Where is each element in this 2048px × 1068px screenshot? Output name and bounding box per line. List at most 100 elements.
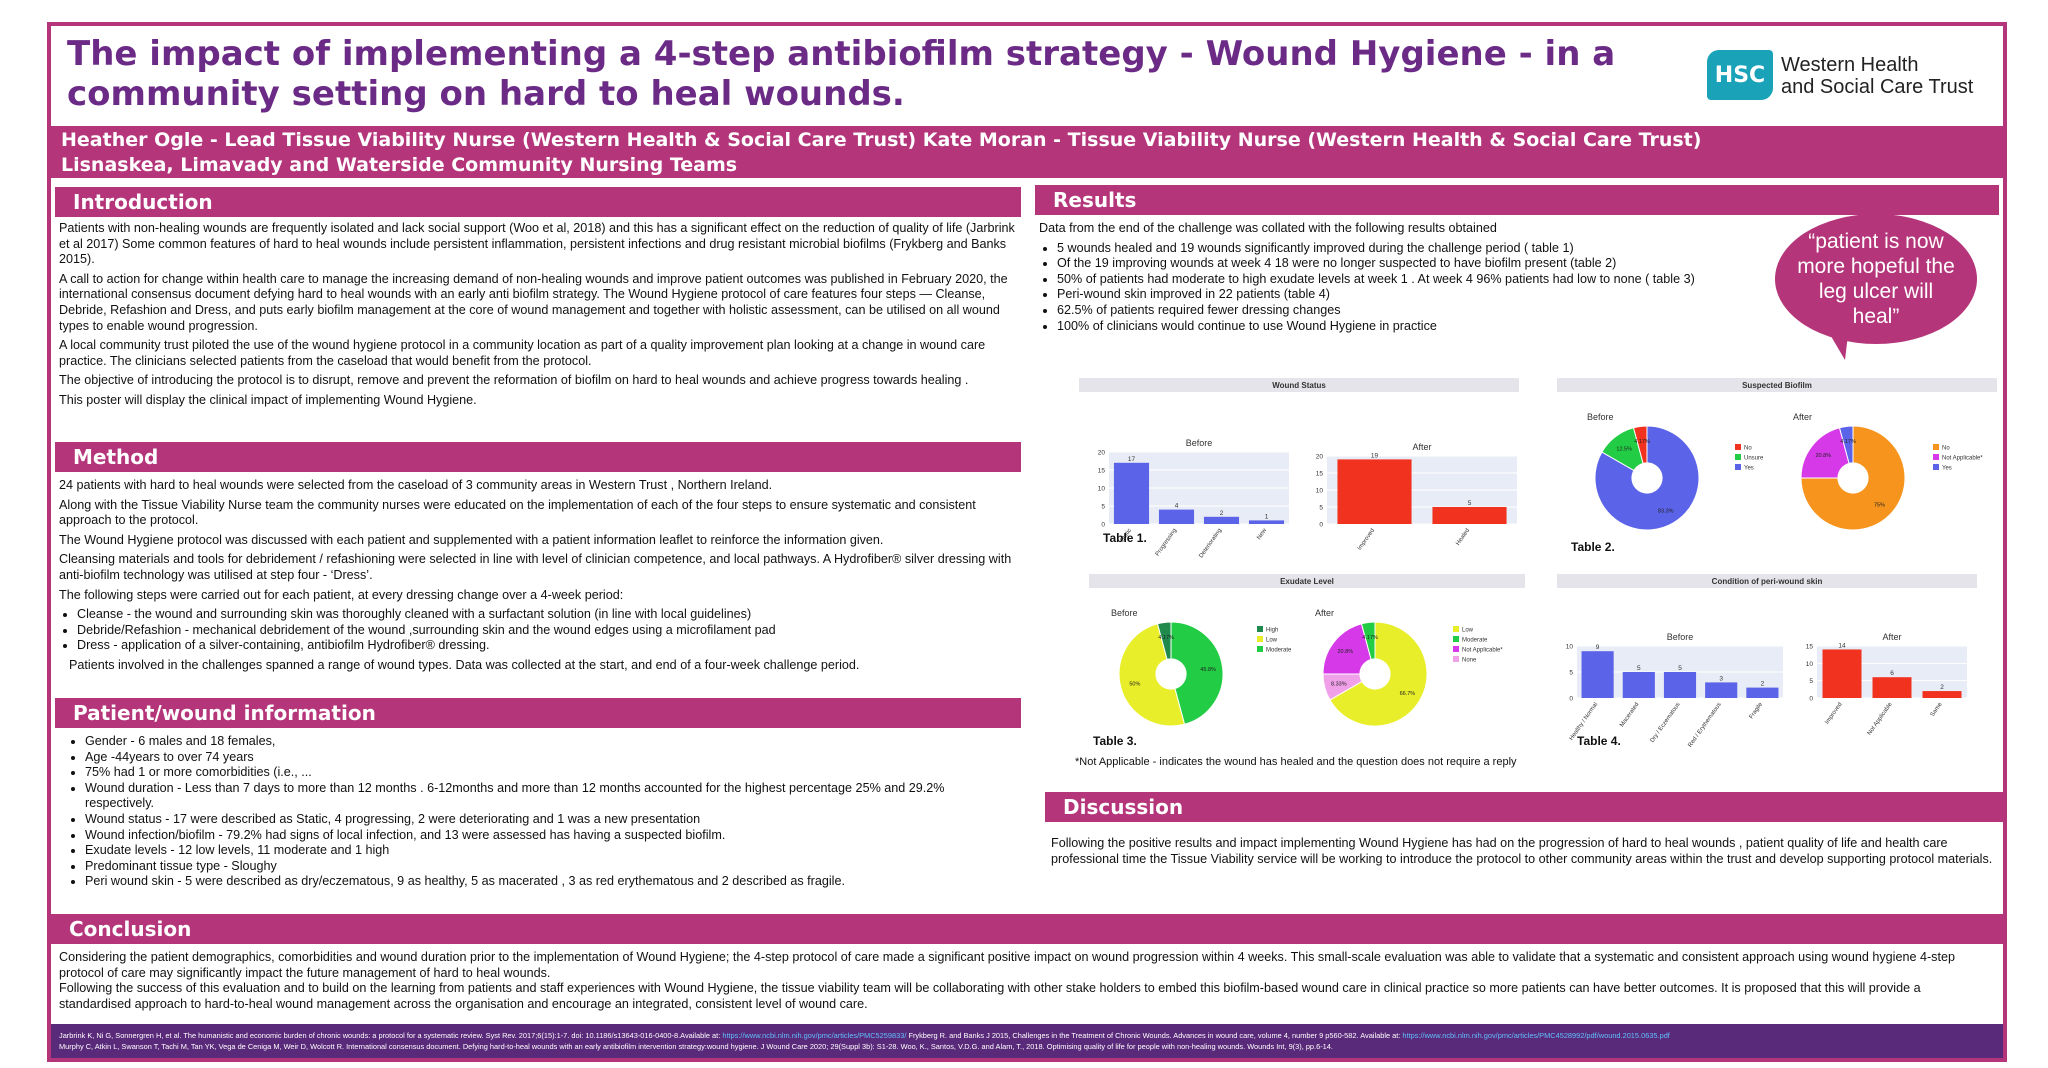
- method-paragraph: Along with the Tissue Viability Nurse te…: [59, 497, 976, 528]
- method-closing: Patients involved in the challenges span…: [69, 657, 860, 672]
- reference-link[interactable]: https://www.ncbi.nlm.nih.gov/pmc/article…: [1402, 1031, 1670, 1040]
- biofilm-after-donut-hole: [1837, 462, 1869, 494]
- method-heading: Method: [55, 442, 1021, 472]
- poster: The impact of implementing a 4-step anti…: [47, 22, 2007, 1062]
- method-paragraph: 24 patients with hard to heal wounds wer…: [59, 478, 773, 492]
- exudate-before-slice-label: 45.8%: [1200, 667, 1216, 673]
- wound-status-before-y-tick-label: 5: [1101, 504, 1105, 511]
- introduction-paragraph: A local community trust piloted the use …: [59, 338, 986, 368]
- chart-svg: Suspected BiofilmBefore83.3%12.5%4.17%No…: [1557, 378, 1997, 531]
- exudate-before-panel-title: Before: [1111, 608, 1138, 618]
- exudate-after-slice-label: 20.8%: [1338, 649, 1354, 655]
- results-item: 100% of clinicians would continue to use…: [1057, 319, 1771, 335]
- exudate-before-slice: [1118, 623, 1186, 727]
- results-heading: Results: [1035, 185, 1999, 215]
- biofilm-before-legend-swatch: [1735, 444, 1741, 450]
- peri-wound-before-data-label: 5: [1678, 665, 1682, 672]
- method-step: Dress - application of a silver-containi…: [77, 638, 1017, 654]
- biofilm-before-slice-label: 4.17%: [1634, 439, 1650, 445]
- exudate-after-legend-label: Moderate: [1462, 638, 1488, 644]
- method-steps-list: Cleanse - the wound and surrounding skin…: [59, 607, 1017, 654]
- authors-line-1: Heather Ogle - Lead Tissue Viability Nur…: [61, 129, 1702, 151]
- chart-svg: Wound StatusBefore0510152017Static4Progr…: [1079, 378, 1519, 559]
- reference-link[interactable]: https://www.ncbi.nlm.nih.gov/pmc/article…: [722, 1031, 907, 1040]
- biofilm-after-slice-label: 75%: [1874, 502, 1885, 508]
- results-item: Of the 19 improving wounds at week 4 18 …: [1057, 256, 1771, 272]
- conclusion-heading: Conclusion: [51, 914, 2003, 944]
- wound-status-before-y-tick-label: 15: [1098, 468, 1106, 475]
- wound-status-before-y-tick-label: 10: [1098, 486, 1106, 493]
- wound-status-before-x-tick-label: Deteriorating: [1199, 528, 1224, 558]
- introduction-paragraph: A call to action for change within healt…: [59, 271, 1008, 333]
- biofilm-before-legend-swatch: [1735, 464, 1741, 470]
- suspected-biofilm-chart: Suspected Biofilm Before 83.3% 12.5% 4.17% No…: [1557, 378, 1997, 558]
- biofilm-after-slice-label: 20.8%: [1816, 453, 1832, 459]
- wound-status-before-y-tick-label: 20: [1098, 450, 1106, 457]
- peri-wound-before-x-tick-label: Dry / Eczematous: [1650, 702, 1682, 744]
- exudate-before-legend-label: Moderate: [1266, 648, 1292, 654]
- conclusion-section: Considering the patient demographics, co…: [51, 946, 2003, 1024]
- conclusion-paragraph: Following the success of this evaluation…: [59, 981, 1921, 1011]
- method-section: 24 patients with hard to heal wounds wer…: [55, 478, 1021, 714]
- authors-bar: Heather Ogle - Lead Tissue Viability Nur…: [51, 126, 2003, 178]
- exudate-after-legend-label: Not Applicable*: [1462, 648, 1503, 654]
- results-list: 5 wounds healed and 19 wounds significan…: [1039, 241, 1771, 335]
- peri-wound-before-data-label: 2: [1761, 681, 1765, 688]
- peri-wound-before-bar: [1581, 651, 1614, 698]
- exudate-before-legend-swatch: [1257, 646, 1263, 652]
- wound-status-before-x-tick-label: New: [1256, 527, 1268, 541]
- method-step: Debride/Refashion - mechanical debrideme…: [77, 623, 1017, 639]
- chart-title: Wound Status: [1272, 381, 1326, 390]
- reference-text: Frykberg R. and Banks J 2015, Challenges…: [908, 1031, 1401, 1040]
- wound-status-before-data-label: 4: [1175, 503, 1179, 510]
- introduction-paragraph: This poster will display the clinical im…: [59, 392, 477, 407]
- peri-wound-after-y-tick-label: 10: [1806, 661, 1814, 668]
- results-item: 62.5% of patients required fewer dressin…: [1057, 303, 1771, 319]
- patient-info-item: Wound status - 17 were described as Stat…: [85, 812, 1017, 828]
- exudate-after-legend-swatch: [1453, 626, 1459, 632]
- peri-wound-before-bar: [1663, 672, 1697, 698]
- patient-quote-bubble: “patient is now more hopeful the leg ulc…: [1775, 214, 1977, 344]
- biofilm-before-legend-label: No: [1744, 446, 1752, 452]
- wound-status-after-bar: [1432, 507, 1507, 524]
- authors-line-2: Lisnaskea, Limavady and Waterside Commun…: [61, 154, 738, 176]
- poster-title: The impact of implementing a 4-step anti…: [67, 34, 1616, 114]
- hsc-logo-icon: HSC: [1707, 50, 1773, 100]
- biofilm-before-donut-hole: [1631, 462, 1663, 494]
- table-3-label: Table 3.: [1093, 734, 1137, 748]
- wound-status-before-data-label: 1: [1265, 513, 1269, 520]
- peri-wound-after-data-label: 2: [1940, 684, 1944, 691]
- peri-wound-before-y-tick-label: 10: [1566, 644, 1574, 651]
- patient-info-item: Predominant tissue type - Sloughy: [85, 859, 1017, 875]
- exudate-before-donut-hole: [1155, 658, 1187, 690]
- peri-wound-before-y-tick-label: 0: [1569, 696, 1573, 703]
- peri-wound-after-bar: [1872, 677, 1912, 698]
- wound-status-after-y-tick-label: 15: [1316, 471, 1324, 478]
- exudate-before-legend-label: Low: [1266, 638, 1278, 644]
- peri-wound-before-x-tick-label: Fragile: [1749, 701, 1765, 720]
- exudate-after-slice-label: 4.17%: [1362, 635, 1378, 641]
- peri-wound-before-x-tick-label: Macerated: [1619, 702, 1640, 729]
- exudate-after-legend-swatch: [1453, 646, 1459, 652]
- exudate-after-legend-label: Low: [1462, 628, 1474, 634]
- biofilm-after-slice: [1800, 427, 1854, 479]
- results-intro: Data from the end of the challenge was c…: [1039, 221, 1497, 235]
- patient-info-item: Wound duration - Less than 7 days to mor…: [85, 781, 1017, 812]
- peri-wound-after-x-tick-label: Same: [1930, 701, 1944, 718]
- exudate-level-chart: Exudate Level Before 45.8% 50% 4.17% High Low M…: [1089, 574, 1525, 752]
- exudate-after-legend-swatch: [1453, 636, 1459, 642]
- biofilm-before-legend-label: Unsure: [1744, 456, 1764, 462]
- peri-wound-after-x-tick-label: Improved: [1824, 702, 1843, 726]
- patient-info-item: 75% had 1 or more comorbidities (i.e., .…: [85, 765, 1017, 781]
- method-step: Cleanse - the wound and surrounding skin…: [77, 607, 1017, 623]
- biofilm-before-slice-label: 83.3%: [1658, 508, 1674, 514]
- biofilm-before-slice-label: 12.5%: [1616, 446, 1632, 452]
- exudate-before-legend-label: High: [1266, 628, 1278, 634]
- logo-text: Western Health and Social Care Trust: [1781, 54, 1997, 98]
- wound-status-after-x-tick-label: Healed: [1455, 528, 1471, 547]
- wound-status-after-y-tick-label: 5: [1319, 505, 1323, 512]
- wound-status-after-data-label: 5: [1468, 500, 1472, 507]
- method-paragraph: The following steps were carried out for…: [59, 587, 624, 602]
- table-1-label: Table 1.: [1103, 531, 1147, 545]
